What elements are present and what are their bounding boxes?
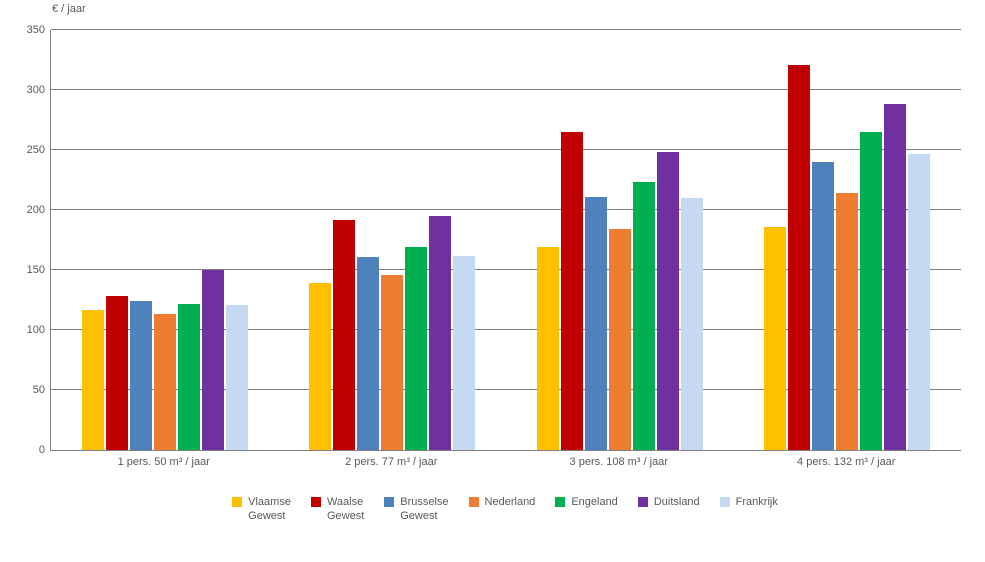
y-tick-label: 300 (5, 84, 45, 96)
water-cost-chart: € / jaar 0 50 100 150 200 250 300 350 1 … (0, 0, 985, 562)
x-tick-label: 3 pers. 108 m³ / jaar (505, 456, 733, 468)
legend-label: Nederland (485, 495, 536, 509)
legend-label: Engeland (571, 495, 618, 509)
legend-item: Duitsland (638, 495, 700, 523)
legend-item: Waalse Gewest (311, 495, 364, 523)
legend-label: Frankrijk (736, 495, 778, 509)
legend-swatch (720, 497, 730, 507)
bar (884, 104, 906, 450)
bar (908, 154, 930, 450)
y-tick-label: 250 (5, 144, 45, 156)
legend-label: Vlaamse Gewest (248, 495, 291, 523)
y-tick-label: 350 (5, 24, 45, 36)
bar (226, 305, 248, 450)
bar (657, 152, 679, 450)
y-tick-label: 100 (5, 324, 45, 336)
bar (633, 182, 655, 450)
bar (764, 227, 786, 450)
x-axis-labels: 1 pers. 50 m³ / jaar 2 pers. 77 m³ / jaa… (50, 456, 960, 468)
bar (788, 65, 810, 450)
x-tick-label: 4 pers. 132 m³ / jaar (733, 456, 961, 468)
x-tick-label: 2 pers. 77 m³ / jaar (278, 456, 506, 468)
x-tick-label: 1 pers. 50 m³ / jaar (50, 456, 278, 468)
y-tick-label: 150 (5, 264, 45, 276)
y-axis-title: € / jaar (52, 3, 86, 15)
bar (860, 132, 882, 450)
legend: Vlaamse Gewest Waalse Gewest Brusselse Gew… (50, 495, 960, 523)
bar (309, 283, 331, 450)
bar-group (734, 30, 962, 450)
bar (82, 310, 104, 450)
legend-swatch (638, 497, 648, 507)
bar (405, 247, 427, 450)
bar (130, 301, 152, 450)
bar (561, 132, 583, 450)
legend-item: Frankrijk (720, 495, 778, 523)
legend-label: Waalse Gewest (327, 495, 364, 523)
legend-swatch (311, 497, 321, 507)
bar (357, 257, 379, 450)
legend-swatch (469, 497, 479, 507)
legend-label: Brusselse Gewest (400, 495, 448, 523)
legend-swatch (232, 497, 242, 507)
bar (429, 216, 451, 450)
bar-group (51, 30, 279, 450)
bar (453, 256, 475, 450)
bar (202, 270, 224, 450)
plot-area (50, 30, 961, 451)
bar-group (506, 30, 734, 450)
bar (836, 193, 858, 450)
legend-item: Nederland (469, 495, 536, 523)
bar (106, 296, 128, 450)
bar (681, 198, 703, 450)
y-tick-label: 0 (5, 444, 45, 456)
bar (333, 220, 355, 450)
legend-item: Vlaamse Gewest (232, 495, 291, 523)
bar (609, 229, 631, 450)
bar (154, 314, 176, 450)
bar (178, 304, 200, 450)
legend-label: Duitsland (654, 495, 700, 509)
bar-groups (51, 30, 961, 450)
bar (585, 197, 607, 450)
bar (812, 162, 834, 450)
bar (537, 247, 559, 450)
legend-item: Brusselse Gewest (384, 495, 448, 523)
legend-item: Engeland (555, 495, 618, 523)
legend-swatch (384, 497, 394, 507)
legend-swatch (555, 497, 565, 507)
bar-group (279, 30, 507, 450)
bar (381, 275, 403, 450)
y-tick-label: 50 (5, 384, 45, 396)
y-tick-label: 200 (5, 204, 45, 216)
